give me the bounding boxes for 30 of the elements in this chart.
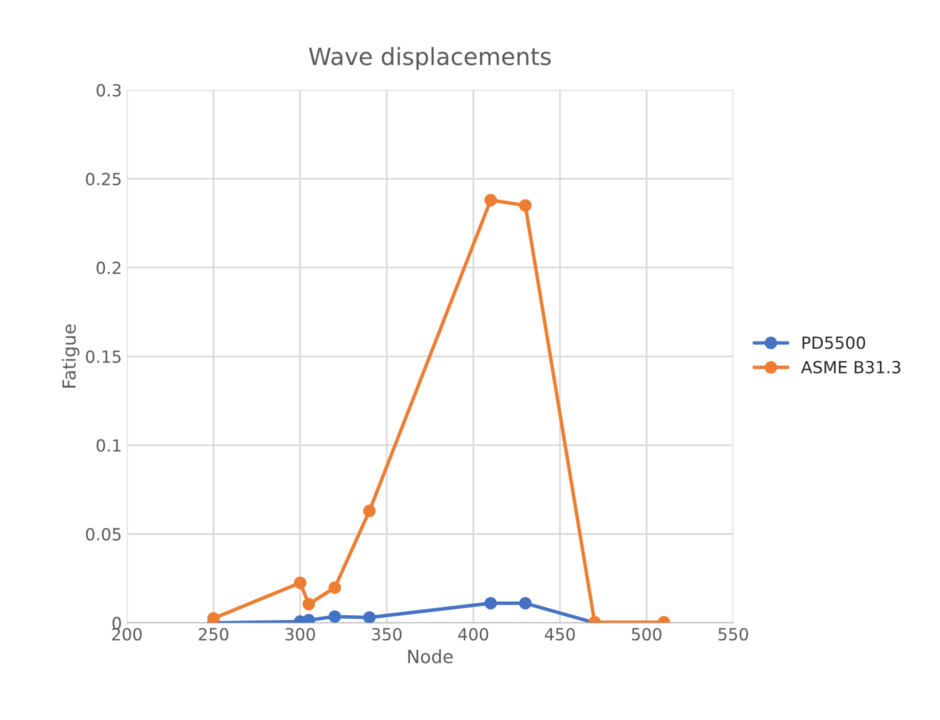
- point: [363, 611, 376, 623]
- y-tick-label: 0.25: [86, 172, 121, 186]
- x-tick-label: 200: [112, 628, 142, 641]
- x-tick-label: 400: [458, 628, 488, 641]
- point: [484, 597, 497, 610]
- x-tick-label: 500: [632, 628, 662, 641]
- point: [328, 610, 342, 623]
- point: [484, 194, 497, 206]
- x-tick-label: 550: [718, 628, 748, 641]
- point: [519, 597, 532, 610]
- y-tick-label: 0.1: [96, 439, 120, 452]
- y-tick-label: 0.05: [86, 528, 121, 541]
- legend-label: PD5500: [802, 336, 866, 350]
- point: [328, 581, 342, 594]
- y-tick-label: 0.2: [96, 262, 120, 274]
- point: [294, 576, 306, 590]
- point: [302, 598, 316, 610]
- x-axis-title: Node: [408, 649, 453, 664]
- x-tick-label: 350: [372, 628, 402, 641]
- point: [519, 199, 532, 212]
- y-axis-title: Fatigue: [62, 324, 80, 388]
- y-tick-label: 0.15: [86, 350, 121, 363]
- point: [363, 504, 376, 518]
- point: [207, 612, 220, 623]
- x-tick-label: 250: [198, 628, 228, 641]
- legend-label: ASME B31.3: [801, 360, 900, 374]
- y-tick-label: 0.3: [96, 84, 121, 97]
- x-tick-label: 300: [285, 628, 315, 641]
- chart-title: Wave displacements: [308, 47, 551, 70]
- x-tick-label: 450: [544, 628, 575, 641]
